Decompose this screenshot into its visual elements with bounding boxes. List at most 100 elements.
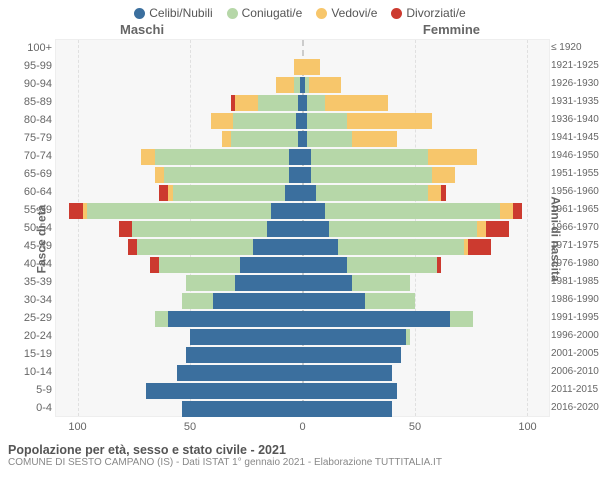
age-row: 95-991921-1925 [56,58,549,76]
legend-item: Coniugati/e [227,6,303,20]
birth-label: 1966-1970 [551,222,600,233]
bar-female [303,257,442,273]
age-row: 65-691951-1955 [56,166,549,184]
age-label: 95-99 [14,60,52,72]
bar-male [222,131,303,147]
bar-male [276,77,303,93]
seg [240,257,303,273]
age-label: 70-74 [14,150,52,162]
legend-item: Celibi/Nubili [134,6,212,20]
seg [338,239,463,255]
bar-female [303,347,402,363]
birth-label: 1946-1950 [551,150,600,161]
age-label: 85-89 [14,96,52,108]
seg [437,257,441,273]
birth-label: 1976-1980 [551,258,600,269]
seg [69,203,82,219]
bar-male [186,275,303,291]
age-row: 45-491971-1975 [56,238,549,256]
seg [128,239,137,255]
bar-female [303,293,415,309]
age-row: 50-541966-1970 [56,220,549,238]
birth-label: 1951-1955 [551,168,600,179]
seg [303,401,393,417]
seg [352,131,397,147]
seg [486,221,508,237]
seg [428,185,441,201]
seg [159,257,240,273]
age-label: 50-54 [14,222,52,234]
seg [347,257,437,273]
seg [307,131,352,147]
chart-title: Popolazione per età, sesso e stato civil… [8,443,592,457]
age-label: 0-4 [14,402,52,414]
bar-male [141,149,302,165]
bar-male [177,365,302,381]
seg [303,239,339,255]
bar-male [150,257,302,273]
age-label: 100+ [14,42,52,54]
seg [303,221,330,237]
seg [352,275,410,291]
bar-female [303,365,393,381]
birth-label: 1931-1935 [551,96,600,107]
label-males: Maschi [120,22,164,37]
legend-swatch [227,8,238,19]
seg [258,95,298,111]
age-row: 0-42016-2020 [56,400,549,418]
bar-male [155,167,303,183]
seg [182,293,213,309]
seg [146,383,303,399]
footer: Popolazione per età, sesso e stato civil… [0,439,600,468]
seg [307,113,347,129]
seg [500,203,513,219]
seg [87,203,271,219]
bar-female [303,77,341,93]
bar-male [231,95,303,111]
x-axis: 10050050100 [55,419,550,439]
seg [294,77,301,93]
birth-label: 1981-1985 [551,276,600,287]
birth-label: 2006-2010 [551,366,600,377]
seg [303,311,451,327]
age-row: 5-92011-2015 [56,382,549,400]
age-label: 25-29 [14,312,52,324]
legend-label: Celibi/Nubili [149,6,212,20]
x-tick: 100 [68,421,86,433]
age-label: 65-69 [14,168,52,180]
bar-male [211,113,303,129]
age-row: 30-341986-1990 [56,292,549,310]
legend-label: Vedovi/e [331,6,377,20]
legend-label: Coniugati/e [242,6,303,20]
bar-female [303,329,411,345]
seg [253,239,302,255]
birth-label: 1991-1995 [551,312,600,323]
birth-label: 1971-1975 [551,240,600,251]
seg [173,185,285,201]
seg [303,383,397,399]
bar-female [303,275,411,291]
seg [235,95,257,111]
birth-label: 1996-2000 [551,330,600,341]
seg [213,293,303,309]
bar-male [146,383,303,399]
age-row: 15-192001-2005 [56,346,549,364]
seg [477,221,486,237]
bar-male [182,401,303,417]
seg [235,275,302,291]
seg [186,275,235,291]
birth-label: 1921-1925 [551,60,600,71]
x-tick: 50 [409,421,421,433]
seg [303,275,352,291]
age-label: 90-94 [14,78,52,90]
seg [365,293,414,309]
seg [190,329,302,345]
bar-male [294,59,303,75]
seg [303,347,402,363]
legend-swatch [316,8,327,19]
legend-label: Divorziati/e [406,6,465,20]
seg [303,365,393,381]
age-label: 35-39 [14,276,52,288]
age-row: 70-741946-1950 [56,148,549,166]
bar-male [128,239,303,255]
